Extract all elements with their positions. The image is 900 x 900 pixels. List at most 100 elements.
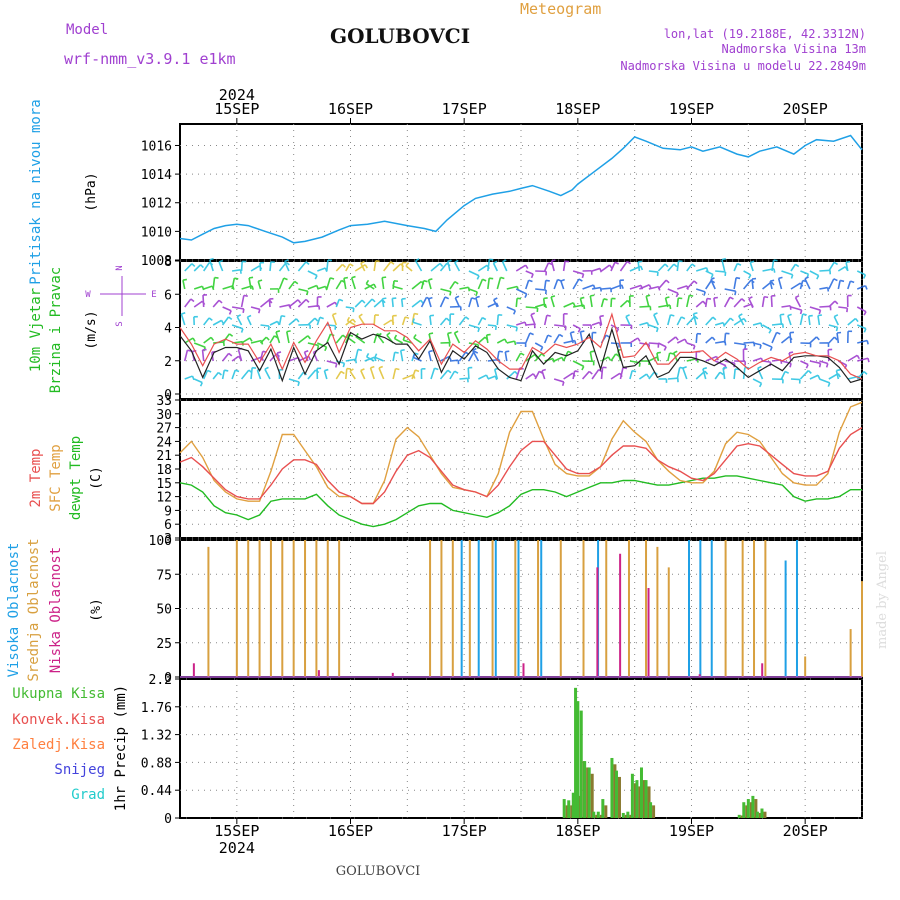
wind-barb-flag (669, 304, 672, 310)
wind-barb-flag (808, 314, 813, 317)
wind-barb-shaft (809, 270, 820, 277)
wind-barb-flag (445, 317, 450, 322)
wind-barb-flag (498, 350, 503, 353)
wind-barb-shaft (326, 360, 337, 365)
wind-barb-shaft (828, 324, 838, 329)
wind-barb-flag (854, 318, 859, 323)
wind-barb-flag (191, 375, 195, 381)
wind-barb-shaft (664, 297, 669, 308)
wind-barb-shaft (449, 370, 456, 380)
wind-barb-flag (799, 309, 803, 315)
wind-barb-flag (866, 340, 869, 345)
wind-barb-shaft (269, 335, 276, 344)
wind-barb-shaft (307, 342, 319, 347)
wind-barb-shaft (472, 350, 480, 362)
wind-barb-shaft (847, 317, 857, 326)
wind-barb-flag (862, 274, 867, 279)
wind-barb-flag (324, 368, 329, 372)
wind-barb-flag (400, 348, 405, 352)
wind-barb-flag (748, 274, 752, 279)
wind-barb-flag (393, 334, 398, 339)
temp-tick-label: 21 (156, 449, 172, 464)
wind-barb-flag (620, 284, 624, 289)
cloud-unit-label: (%) (89, 598, 104, 621)
wind-barb-shaft (752, 357, 762, 362)
wind-barb-flag (541, 353, 546, 357)
wind-barb-shaft (828, 336, 835, 344)
precip-tick-label: 0 (164, 812, 172, 827)
wind-barb-flag (626, 260, 631, 265)
precip-bar-total (746, 799, 750, 818)
wind-barb-flag (558, 333, 564, 338)
wind-barb-shaft (695, 333, 698, 344)
wind-barb-flag (308, 356, 312, 361)
wind-barb-flag (520, 352, 525, 356)
wind-barb-shaft (828, 261, 835, 272)
wind-barb-shaft (440, 288, 452, 293)
wind-barb-flag (598, 322, 602, 327)
wind-barb-flag (343, 276, 349, 280)
wind-barb-flag (515, 327, 518, 332)
wind-barb-shaft (787, 315, 792, 326)
wind-barb-shaft (487, 324, 497, 327)
wind-barb-flag (710, 277, 715, 281)
wind-barb-shaft (400, 298, 404, 308)
wind-barb-shaft (492, 299, 499, 308)
wind-barb-shaft (724, 317, 731, 326)
wind-barb-flag (190, 298, 195, 303)
wind-barb-shaft (639, 284, 650, 290)
wind-barb-shaft (360, 262, 366, 272)
wind-barb-shaft (250, 265, 260, 272)
meteogram-title: Meteogram (520, 0, 601, 18)
wind-barb-flag (741, 298, 746, 302)
wind-barb-shaft (259, 262, 262, 272)
wind-barb-flag (530, 312, 535, 316)
wind-barb-shaft (742, 279, 752, 290)
wind-barb-shaft (752, 378, 762, 385)
wind-barb-shaft (629, 337, 639, 344)
wind-barb-shaft (837, 280, 841, 290)
wind-barb-shaft (645, 296, 650, 308)
wind-barb-flag (712, 316, 717, 321)
wind-barb-shaft (317, 285, 326, 290)
precip-legend-item: Ukupna Kisa (12, 686, 105, 702)
wind-barb-flag (210, 336, 215, 342)
wind-barb-shaft (246, 316, 252, 326)
wind-barb-shaft (193, 264, 202, 272)
wind-barb-shaft (283, 261, 290, 272)
wind-barb-shaft (345, 263, 351, 272)
wind-barb-shaft (572, 370, 576, 380)
precip-bar-total (742, 802, 746, 818)
wind-barb-flag (465, 316, 470, 320)
wind-barb-flag (306, 291, 309, 296)
wind-barb-flag (307, 335, 311, 340)
wind-barb-shaft (413, 337, 422, 344)
wind-barb-shaft (355, 336, 366, 344)
wind-barb-shaft (231, 269, 241, 272)
wind-barb-shaft (317, 267, 326, 272)
wind-barb-shaft (468, 342, 479, 346)
wind-barb-flag (729, 296, 734, 300)
wind-barb-flag (738, 313, 743, 317)
wind-barb-flag (248, 276, 254, 279)
wind-barb-shaft (231, 306, 244, 310)
wind-barb-shaft (601, 287, 611, 290)
wind-barb-flag (428, 296, 433, 300)
wind-barb-shaft (240, 295, 245, 308)
wind-barb-shaft (856, 306, 867, 313)
wind-barb-flag (802, 313, 807, 316)
wind-barb-flag (750, 260, 755, 264)
wind-barb-flag (706, 297, 712, 300)
wind-barb-flag (653, 312, 658, 316)
wind-barb-flag (243, 294, 248, 297)
wind-barb-flag (329, 277, 335, 280)
wind-barb-shaft (648, 285, 659, 290)
wind-barb-flag (257, 309, 261, 314)
wind-barb-flag (476, 275, 480, 280)
wind-barb-flag (570, 331, 575, 334)
precip-bar-convective (749, 802, 753, 818)
wind-barb-shaft (403, 339, 413, 344)
wind-barb-shaft (845, 262, 849, 272)
wind-barb-shaft (288, 299, 299, 308)
